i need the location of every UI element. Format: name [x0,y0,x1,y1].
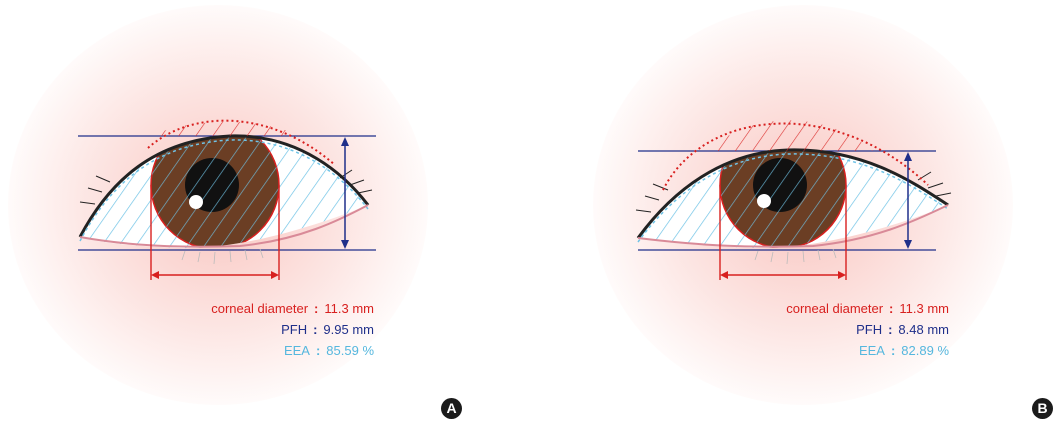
upper-eyelid [78,134,370,238]
separator: : [890,343,896,358]
separator: : [315,343,321,358]
corneal-label: corneal diameter [786,301,884,316]
eye-highlight [189,195,203,209]
separator: : [314,301,319,316]
corneal-diameter-row: corneal diameter:11.3 mm [786,298,949,319]
panel-letter-b: B [1032,398,1053,419]
panel-b: corneal diameter:11.3 mm PFH:8.48 mm EEA… [533,0,1053,421]
pfh-row: PFH:9.95 mm [211,319,374,340]
lower-lashes [754,248,837,265]
corneal-value: 11.3 mm [899,301,949,316]
measurements-a: corneal diameter:11.3 mm PFH:9.95 mm EEA… [211,298,374,361]
pfh-label: PFH [281,322,308,337]
pfh-label: PFH [856,322,883,337]
lower-eyelid [79,204,369,248]
eea-value: 82.89 % [901,343,949,358]
eye-diagram [635,120,952,280]
eea-row: EEA:85.59 % [211,340,374,361]
corneal-label: corneal diameter [211,301,309,316]
eye-diagram [78,119,376,280]
eea-label: EEA [858,343,885,358]
eea-label: EEA [283,343,310,358]
separator: : [888,322,893,337]
pfh-row: PFH:8.48 mm [786,319,949,340]
lower-eyelid [637,204,949,248]
pfh-value: 8.48 mm [898,322,949,337]
separator: : [889,301,894,316]
corneal-value: 11.3 mm [324,301,374,316]
panel-a: corneal diameter:11.3 mm PFH:9.95 mm EEA… [0,0,520,421]
separator: : [313,322,318,337]
eea-row: EEA:82.89 % [786,340,949,361]
lower-lashes [181,248,264,265]
eea-value: 85.59 % [326,343,374,358]
eye-highlight [757,194,771,208]
panel-letter-a: A [441,398,462,419]
pfh-value: 9.95 mm [323,322,374,337]
corneal-diameter-row: corneal diameter:11.3 mm [211,298,374,319]
measurements-b: corneal diameter:11.3 mm PFH:8.48 mm EEA… [786,298,949,361]
